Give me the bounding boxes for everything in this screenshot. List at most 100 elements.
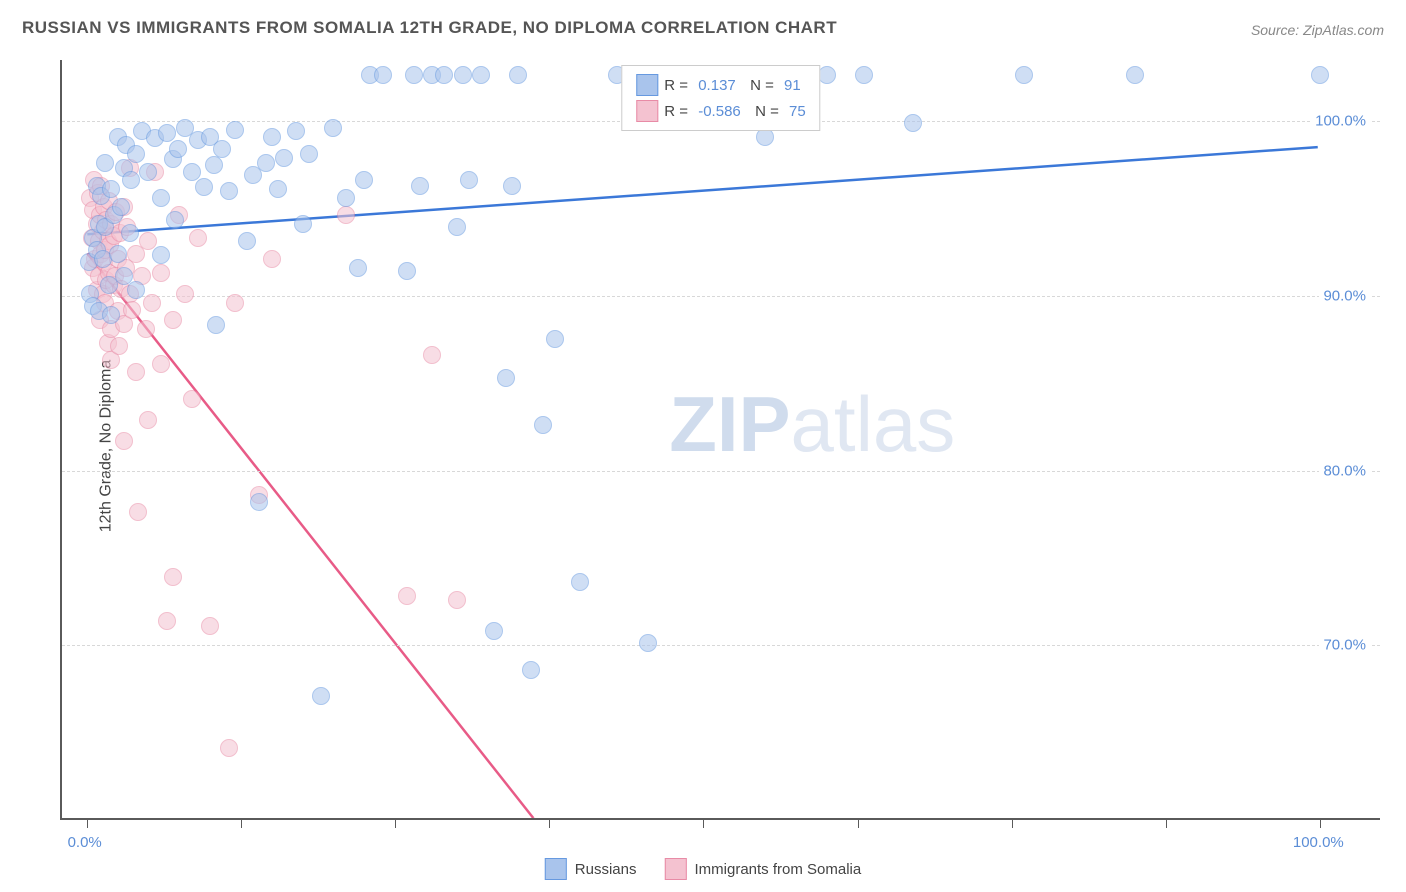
x-tick: [1320, 818, 1321, 828]
russians-point: [220, 182, 238, 200]
russians-point: [312, 687, 330, 705]
russians-point: [294, 215, 312, 233]
russians-point: [102, 180, 120, 198]
russians-point: [534, 416, 552, 434]
russians-point: [374, 66, 392, 84]
x-tick: [395, 818, 396, 828]
series-legend: Russians Immigrants from Somalia: [545, 858, 861, 880]
x-tick: [858, 818, 859, 828]
somalia-point: [110, 337, 128, 355]
gridline: [62, 471, 1380, 472]
russians-point: [127, 281, 145, 299]
russians-point: [546, 330, 564, 348]
russians-point: [300, 145, 318, 163]
somalia-point: [164, 568, 182, 586]
russians-point: [522, 661, 540, 679]
russians-point: [448, 218, 466, 236]
r-value: -0.586: [698, 103, 741, 120]
legend-label: Immigrants from Somalia: [694, 861, 861, 878]
russians-point: [337, 189, 355, 207]
plot-area: ZIPatlas R = 0.137 N = 91 R = -0.586 N = …: [60, 60, 1380, 820]
russians-point: [195, 178, 213, 196]
russians-point: [435, 66, 453, 84]
somalia-point: [220, 739, 238, 757]
somalia-point: [226, 294, 244, 312]
somalia-point: [189, 229, 207, 247]
russians-point: [1015, 66, 1033, 84]
n-label: N =: [742, 77, 778, 94]
russians-point: [257, 154, 275, 172]
russians-point: [205, 156, 223, 174]
watermark-prefix: ZIP: [669, 380, 790, 468]
russians-point: [287, 122, 305, 140]
watermark-suffix: atlas: [791, 380, 956, 468]
somalia-swatch-icon: [664, 858, 686, 880]
gridline: [62, 296, 1380, 297]
russians-point: [454, 66, 472, 84]
russians-point: [509, 66, 527, 84]
russians-swatch-icon: [636, 74, 658, 96]
somalia-swatch-icon: [636, 100, 658, 122]
y-tick-label: 100.0%: [1311, 113, 1370, 130]
russians-point: [485, 622, 503, 640]
x-tick-label: 100.0%: [1293, 834, 1344, 851]
russians-point: [855, 66, 873, 84]
somalia-point: [123, 301, 141, 319]
russians-point: [269, 180, 287, 198]
russians-point: [503, 177, 521, 195]
x-tick-label: 0.0%: [68, 834, 102, 851]
russians-point: [166, 211, 184, 229]
somalia-point: [201, 617, 219, 635]
correlation-chart: RUSSIAN VS IMMIGRANTS FROM SOMALIA 12TH …: [0, 0, 1406, 892]
russians-point: [183, 163, 201, 181]
legend-label: Russians: [575, 861, 637, 878]
n-value: 91: [784, 77, 801, 94]
gridline: [62, 645, 1380, 646]
russians-point: [263, 128, 281, 146]
stats-row-somalia: R = -0.586 N = 75: [636, 98, 805, 124]
r-value: 0.137: [698, 77, 736, 94]
x-tick: [87, 818, 88, 828]
russians-point: [1126, 66, 1144, 84]
russians-point: [405, 66, 423, 84]
russians-point: [121, 224, 139, 242]
y-tick-label: 80.0%: [1319, 462, 1370, 479]
legend-item-russians: Russians: [545, 858, 637, 880]
y-tick-label: 90.0%: [1319, 287, 1370, 304]
russians-point: [904, 114, 922, 132]
russians-point: [472, 66, 490, 84]
somalia-point: [152, 355, 170, 373]
russians-point: [226, 121, 244, 139]
r-label: R =: [664, 77, 692, 94]
russians-point: [158, 124, 176, 142]
somalia-point: [129, 503, 147, 521]
source-attribution: Source: ZipAtlas.com: [1251, 22, 1384, 38]
russians-point: [411, 177, 429, 195]
russians-point: [152, 189, 170, 207]
somalia-point: [176, 285, 194, 303]
russians-point: [169, 140, 187, 158]
stats-legend: R = 0.137 N = 91 R = -0.586 N = 75: [621, 65, 820, 131]
russians-point: [238, 232, 256, 250]
somalia-point: [127, 363, 145, 381]
russians-point: [122, 171, 140, 189]
x-tick: [549, 818, 550, 828]
somalia-point: [164, 311, 182, 329]
russians-point: [109, 245, 127, 263]
watermark: ZIPatlas: [669, 379, 955, 470]
russians-point: [275, 149, 293, 167]
russians-point: [460, 171, 478, 189]
russians-point: [355, 171, 373, 189]
russians-point: [571, 573, 589, 591]
somalia-point: [337, 206, 355, 224]
somalia-point: [152, 264, 170, 282]
russians-swatch-icon: [545, 858, 567, 880]
russians-point: [324, 119, 342, 137]
russians-point: [112, 198, 130, 216]
russians-point: [127, 145, 145, 163]
russians-point: [207, 316, 225, 334]
russians-point: [152, 246, 170, 264]
r-label: R =: [664, 103, 692, 120]
russians-point: [349, 259, 367, 277]
x-tick: [241, 818, 242, 828]
